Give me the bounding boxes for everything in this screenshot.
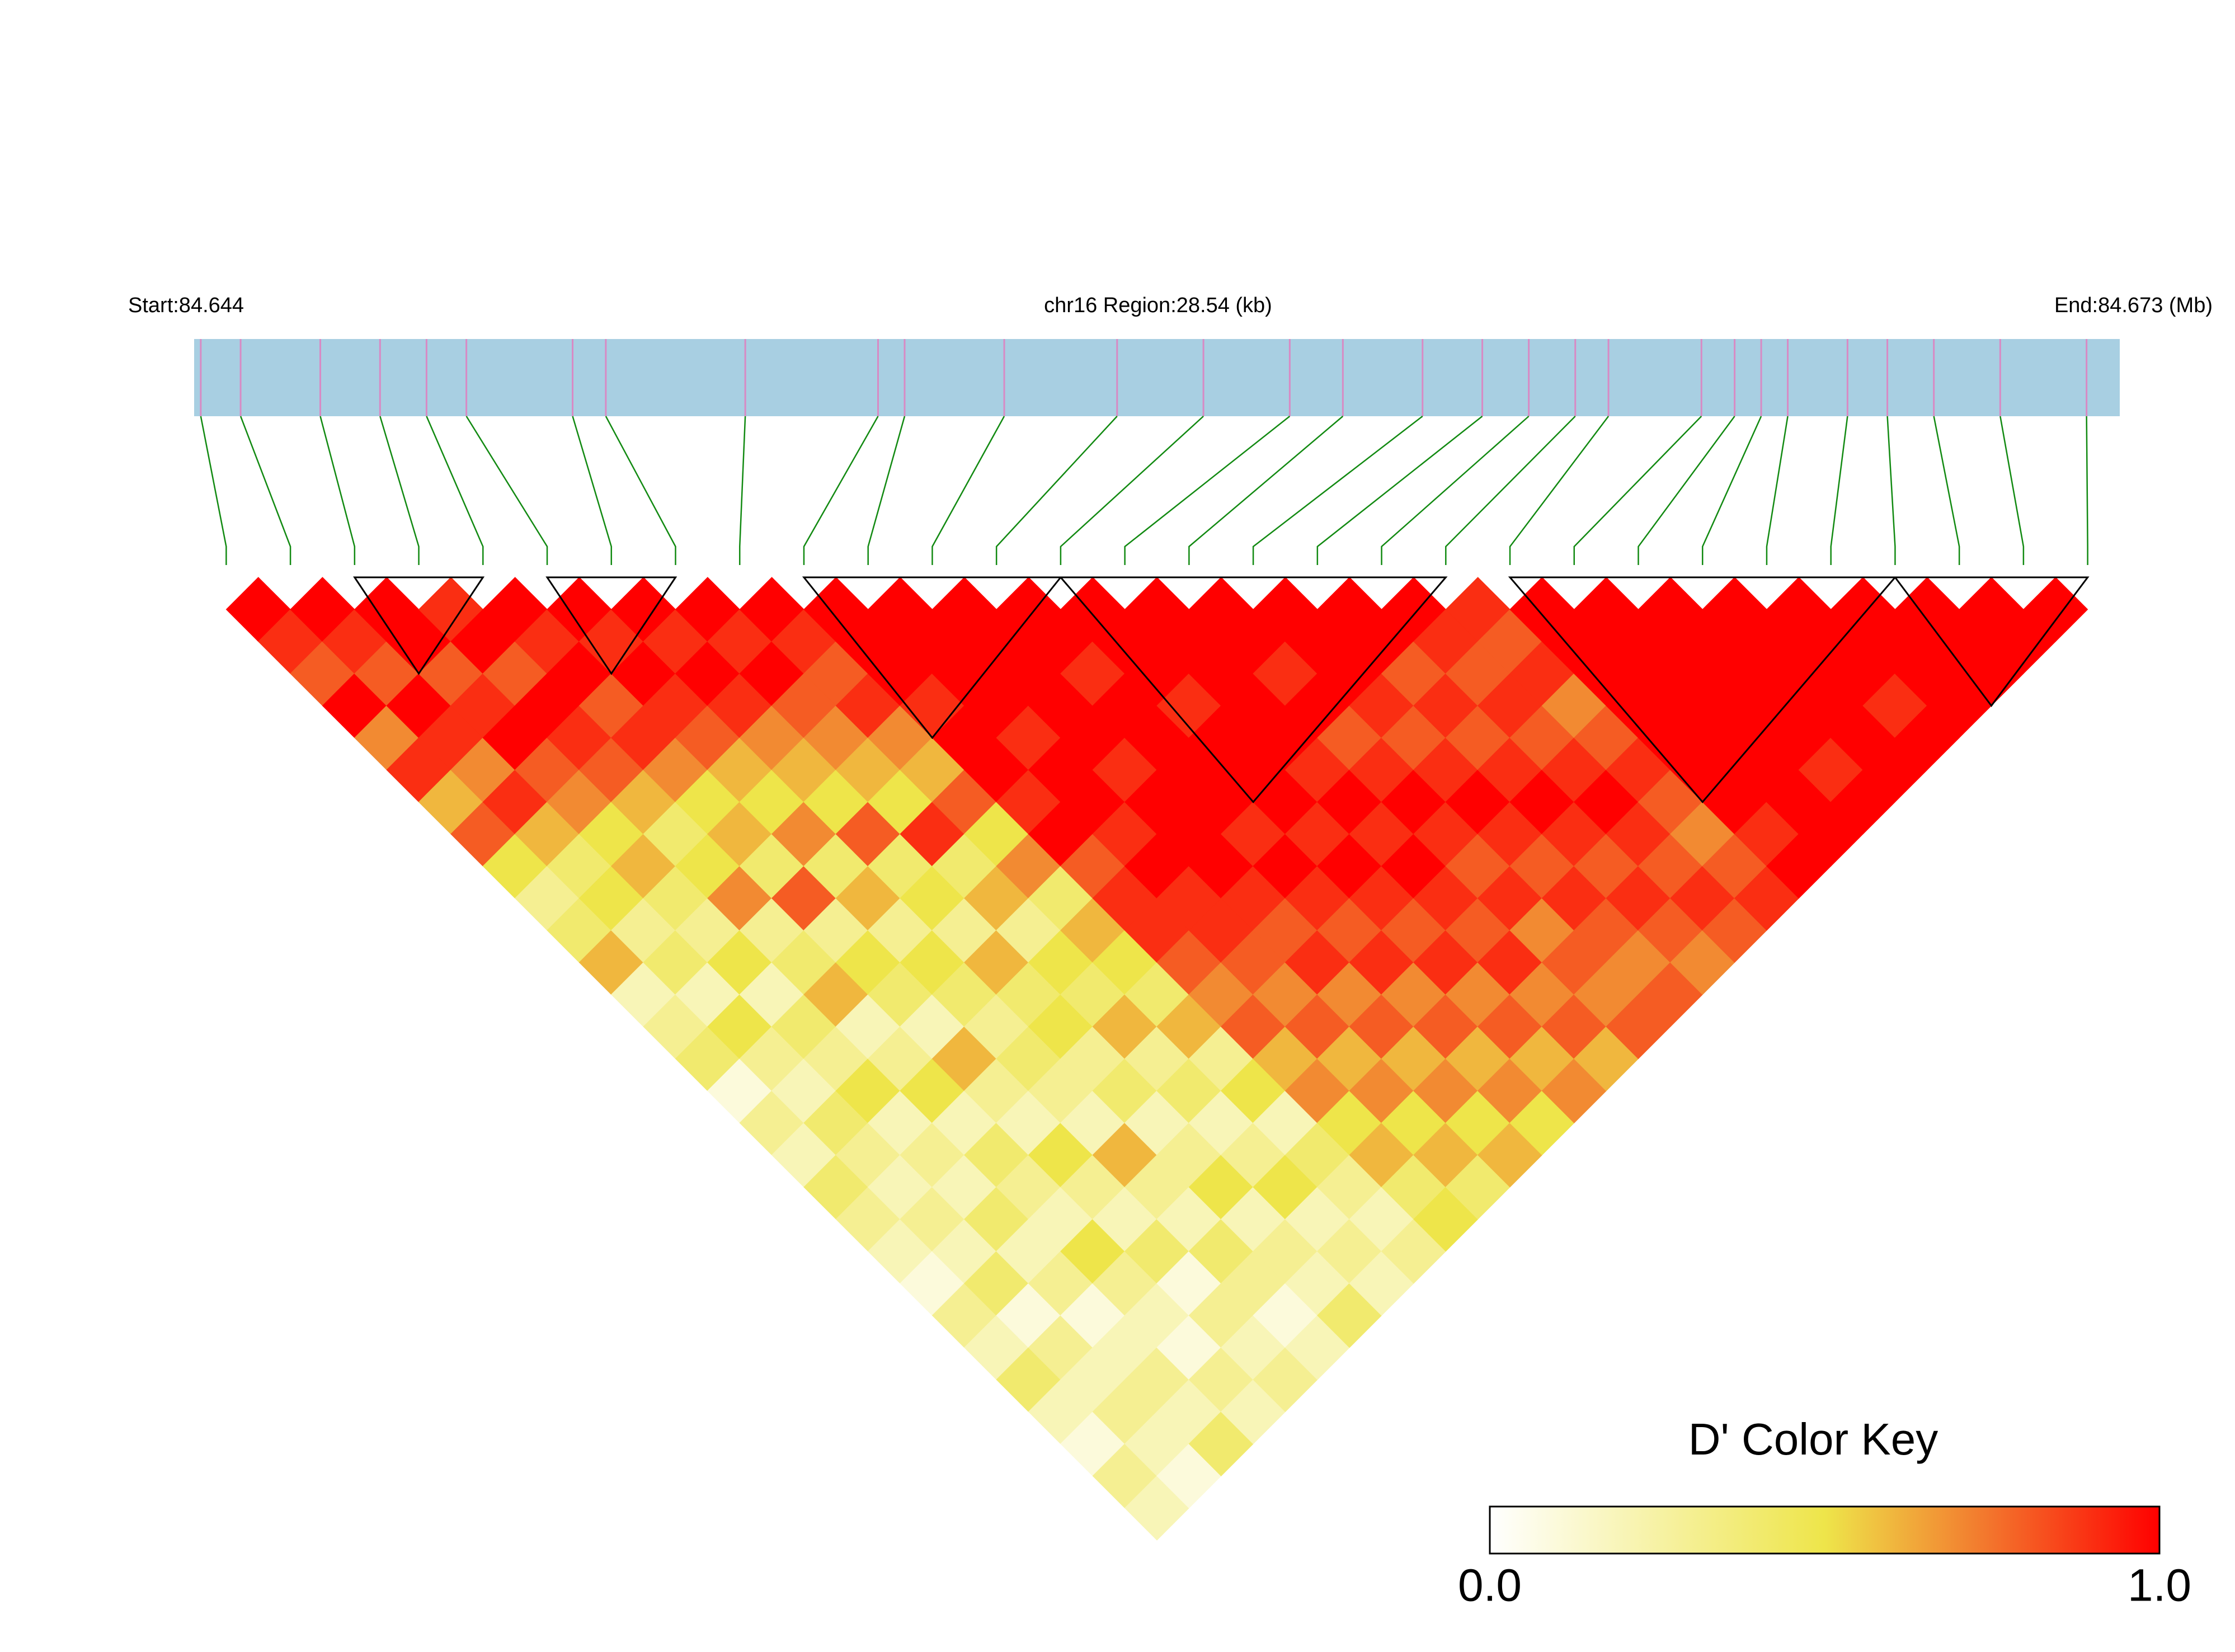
- snp-link: [1060, 416, 1204, 565]
- snp-link: [867, 416, 906, 565]
- snp-link: [1445, 416, 1576, 565]
- snp-link: [1886, 416, 1896, 565]
- ld-block: [545, 576, 677, 675]
- ld-block: [802, 576, 1063, 740]
- snp-link: [1701, 416, 1762, 565]
- ld-block: [1058, 576, 1448, 803]
- end-label: End:84.673 (Mb): [2054, 294, 2213, 317]
- snp-link: [1316, 416, 1483, 565]
- snp-link: [379, 416, 420, 565]
- snp-link: [572, 416, 613, 565]
- snp-link: [1573, 416, 1702, 565]
- start-label: Start:84.644: [128, 294, 244, 317]
- snp-link: [738, 416, 746, 565]
- colorkey-bar: [1489, 1505, 2161, 1555]
- colorkey-tick-label: 1.0: [2128, 1560, 2191, 1611]
- snp-link: [931, 416, 1005, 565]
- snp-link: [1933, 416, 1960, 565]
- ld-block: [1893, 576, 2090, 707]
- region-label: chr16 Region:28.54 (kb): [1044, 294, 1272, 317]
- snp-link: [1252, 416, 1423, 565]
- snp-link: [1381, 416, 1530, 565]
- snp-link: [239, 416, 291, 565]
- snp-link: [605, 416, 676, 565]
- snp-link: [1766, 416, 1789, 565]
- colorkey-title: D' Color Key: [1688, 1414, 1938, 1464]
- region-bar: [194, 339, 2120, 416]
- snp-link: [465, 416, 548, 565]
- ld-block: [353, 576, 485, 675]
- snp-link: [1999, 416, 2025, 565]
- snp-link: [200, 416, 227, 565]
- snp-link: [995, 416, 1118, 565]
- snp-link: [319, 416, 356, 565]
- snp-link: [1124, 416, 1291, 565]
- colorkey-tick-label: 0.0: [1458, 1560, 1522, 1611]
- snp-link: [2086, 416, 2088, 565]
- snp-link: [1188, 416, 1344, 565]
- snp-link: [803, 416, 879, 565]
- ld-cell: [2023, 577, 2088, 642]
- snp-link: [426, 416, 484, 565]
- ld-block: [1508, 576, 1897, 803]
- snp-link: [1830, 416, 1848, 565]
- snp-link: [1638, 416, 1735, 565]
- snp-link: [1509, 416, 1610, 565]
